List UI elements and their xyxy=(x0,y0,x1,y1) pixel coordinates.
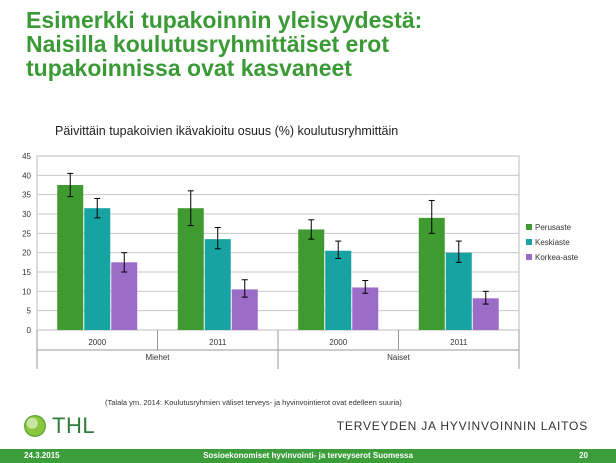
y-tick-label: 15 xyxy=(22,268,31,277)
y-tick-label: 40 xyxy=(22,171,31,180)
slide-title-line-1: Esimerkki tupakoinnin yleisyydestä: xyxy=(26,7,423,33)
x-tick-label: 2000 xyxy=(329,338,347,347)
legend-swatch xyxy=(526,239,532,245)
bar-korkea-aste xyxy=(352,287,379,330)
x-tick-label: 2011 xyxy=(450,338,468,347)
slide-title: Esimerkki tupakoinnin yleisyydestä: Nais… xyxy=(26,8,606,80)
footer-bar: 24.3.2015 Sosioekonomiset hyvinvointi- j… xyxy=(0,449,616,463)
y-tick-label: 25 xyxy=(22,229,31,238)
legend-label: Korkea-aste xyxy=(535,253,579,262)
bar-korkea-aste xyxy=(111,262,138,330)
bar-keskiaste xyxy=(445,252,472,330)
slide-title-line-3: tupakoinnissa ovat kasvaneet xyxy=(26,55,352,81)
legend-swatch xyxy=(526,224,532,230)
bar-keskiaste xyxy=(325,250,352,330)
chart-title: Päivittäin tupakoivien ikävakioitu osuus… xyxy=(55,124,399,138)
legend-swatch xyxy=(526,254,532,260)
group-label: Naiset xyxy=(387,353,410,362)
thl-logo-icon xyxy=(24,415,46,437)
legend-label: Keskiaste xyxy=(535,238,570,247)
source-note: (Talala ym. 2014: Koulutusryhmien välise… xyxy=(105,398,402,407)
y-tick-label: 0 xyxy=(27,326,32,335)
bar-keskiaste xyxy=(204,239,231,330)
bar-perusaste xyxy=(57,185,84,330)
logo-text: THL xyxy=(52,413,96,438)
bar-keskiaste xyxy=(84,208,111,330)
y-tick-label: 30 xyxy=(22,210,31,219)
slide-title-line-2: Naisilla koulutusryhmittäiset erot xyxy=(26,31,389,57)
x-tick-label: 2011 xyxy=(209,338,227,347)
group-label: Miehet xyxy=(145,353,170,362)
org-name: TERVEYDEN JA HYVINVOINNIN LAITOS xyxy=(336,419,588,433)
y-tick-label: 5 xyxy=(27,307,32,316)
y-tick-label: 10 xyxy=(22,287,31,296)
bar-perusaste xyxy=(177,208,204,330)
footer-title: Sosioekonomiset hyvinvointi- ja terveyse… xyxy=(203,451,413,460)
bar-perusaste xyxy=(298,229,325,330)
footer-date: 24.3.2015 xyxy=(24,451,60,460)
y-tick-label: 35 xyxy=(22,191,31,200)
bar-perusaste xyxy=(418,217,445,330)
x-tick-label: 2000 xyxy=(88,338,106,347)
y-tick-label: 45 xyxy=(22,152,31,161)
legend-label: Perusaste xyxy=(535,223,572,232)
y-tick-label: 20 xyxy=(22,249,31,258)
footer-page-number: 20 xyxy=(579,451,588,460)
